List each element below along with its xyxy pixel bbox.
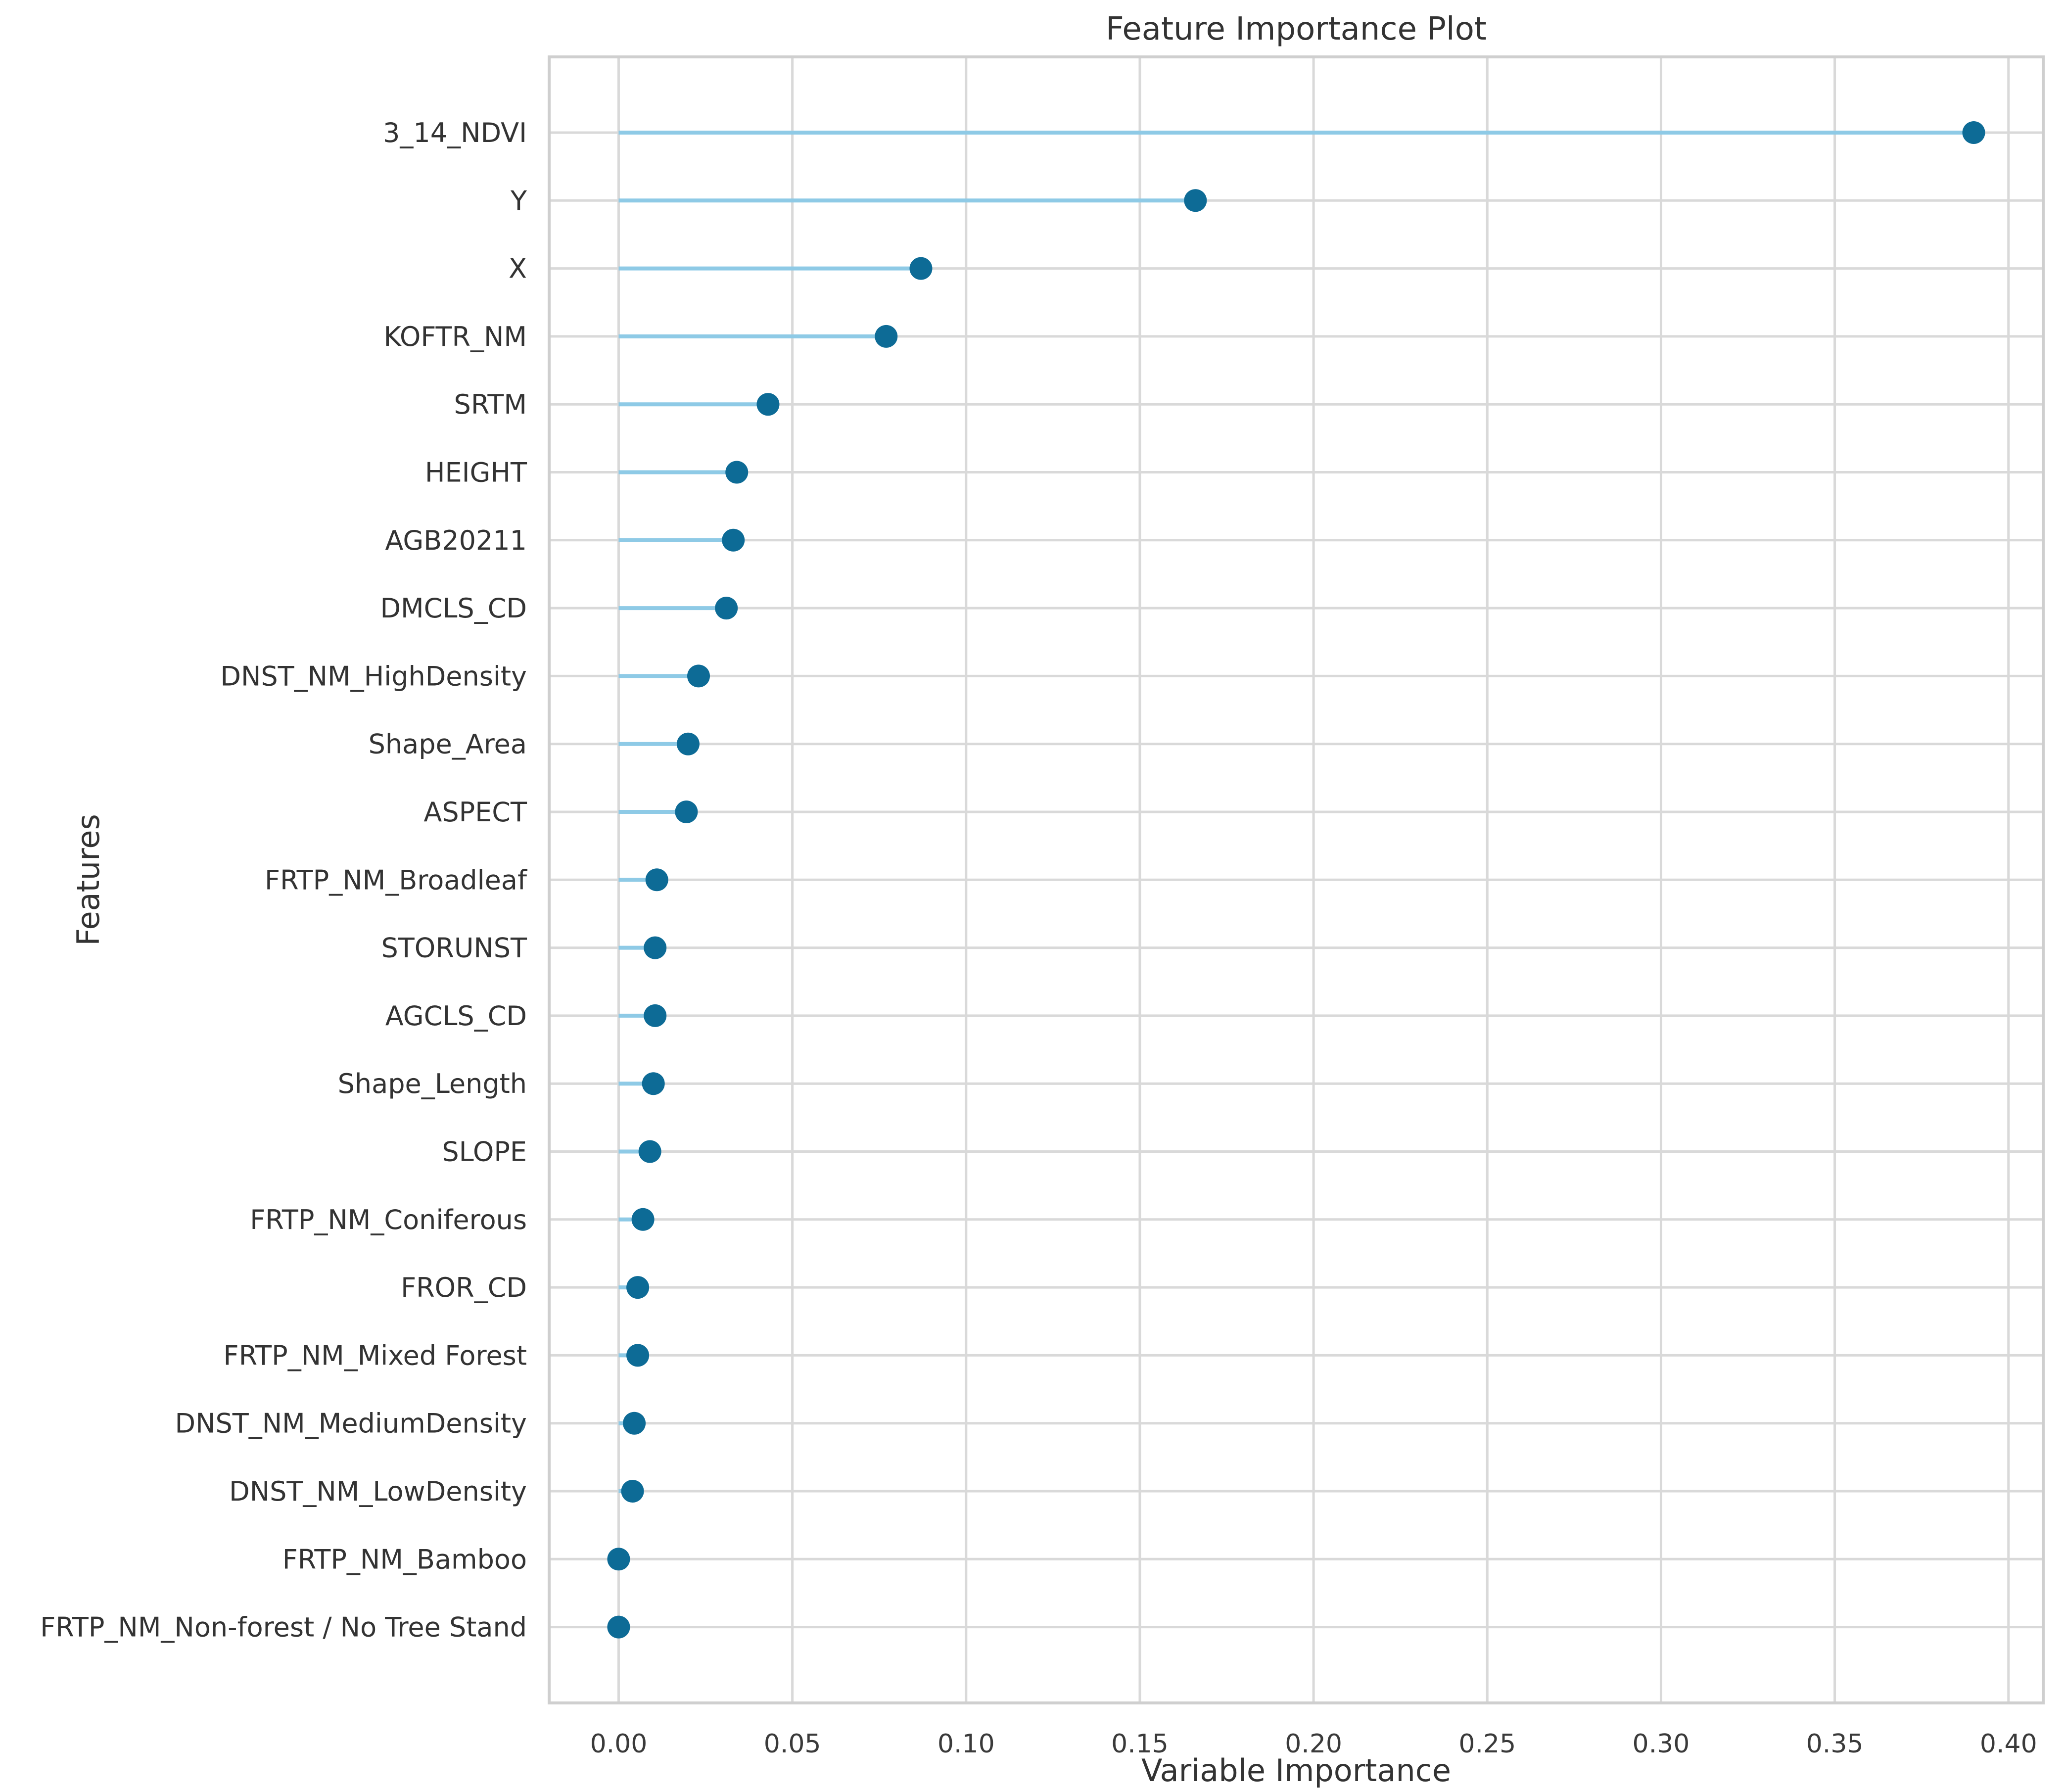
lollipop-marker: [722, 528, 745, 552]
feature-label: DNST_NM_MediumDensity: [175, 1408, 527, 1439]
y-category-labels: 3_14_NDVI Y X KOFTR_NM SRTM HEIGHT AGB20211 DMC…: [40, 117, 528, 1643]
feature-label: 3_14_NDVI: [383, 117, 527, 148]
lollipop-marker: [638, 1140, 661, 1163]
marker-layer: [607, 121, 1985, 1639]
x-tick-label: 0.15: [1111, 1729, 1169, 1759]
lollipop-marker: [607, 1615, 630, 1639]
lollipop-marker: [607, 1548, 630, 1571]
lollipop-marker: [644, 936, 667, 959]
feature-label: Shape_Area: [369, 729, 527, 760]
lollipop-marker: [675, 801, 698, 823]
feature-label: DNST_NM_HighDensity: [220, 660, 527, 692]
x-tick-label: 0.35: [1806, 1729, 1864, 1759]
lollipop-marker: [909, 257, 933, 280]
lollipop-marker: [623, 1412, 646, 1435]
lollipop-marker: [645, 868, 668, 892]
feature-label: ASPECT: [423, 797, 527, 828]
feature-label: FRTP_NM_Mixed Forest: [224, 1340, 527, 1371]
y-axis-label: Features: [70, 814, 106, 946]
feature-label: FROR_CD: [401, 1272, 527, 1303]
x-tick-labels: 0.00 0.05 0.10 0.15 0.20 0.25 0.30 0.35 0.40: [590, 1729, 2037, 1759]
lollipop-marker: [687, 664, 710, 688]
feature-label: SRTM: [454, 389, 527, 420]
feature-label: AGB20211: [385, 525, 527, 556]
lollipop-marker: [631, 1208, 655, 1231]
plot-frame: [548, 55, 2045, 1704]
x-tick-label: 0.25: [1458, 1729, 1516, 1759]
chart-title: Feature Importance Plot: [1106, 11, 1487, 47]
lollipop-marker: [626, 1344, 650, 1367]
feature-label: X: [509, 253, 527, 284]
feature-label: FRTP_NM_Broadleaf: [265, 864, 528, 896]
lollipop-marker: [621, 1480, 644, 1503]
feature-label: HEIGHT: [425, 457, 527, 488]
x-tick-label: 0.30: [1633, 1729, 1690, 1759]
feature-label: FRTP_NM_Non-forest / No Tree Stand: [40, 1612, 527, 1643]
lollipop-marker: [875, 325, 898, 348]
feature-label: DNST_NM_LowDensity: [229, 1476, 527, 1507]
x-axis-label: Variable Importance: [1141, 1752, 1451, 1789]
lollipop-marker: [715, 597, 738, 620]
x-tick-label: 0.05: [764, 1729, 821, 1759]
feature-label: FRTP_NM_Bamboo: [282, 1544, 527, 1575]
lollipop-marker: [642, 1072, 665, 1095]
feature-label: STORUNST: [381, 933, 527, 964]
feature-label: Shape_Length: [338, 1068, 527, 1099]
lollipop-marker: [756, 393, 780, 416]
feature-label: KOFTR_NM: [383, 321, 527, 352]
lollipop-marker: [626, 1276, 650, 1299]
x-tick-label: 0.10: [938, 1729, 995, 1759]
feature-label: FRTP_NM_Coniferous: [250, 1204, 527, 1235]
grid-layer: [549, 57, 2043, 1703]
lollipop-marker: [676, 732, 700, 755]
feature-label: SLOPE: [442, 1136, 527, 1168]
lollipop-marker: [1184, 189, 1207, 212]
lollipop-marker: [1962, 121, 1985, 144]
x-tick-label: 0.20: [1285, 1729, 1342, 1759]
lollipop-marker: [644, 1004, 667, 1027]
feature-label: AGCLS_CD: [385, 1000, 527, 1032]
feature-label: DMCLS_CD: [380, 593, 527, 624]
lollipop-marker: [725, 461, 749, 484]
feature-label: Y: [510, 185, 527, 216]
x-tick-label: 0.40: [1980, 1729, 2037, 1759]
x-tick-label: 0.00: [590, 1729, 648, 1759]
